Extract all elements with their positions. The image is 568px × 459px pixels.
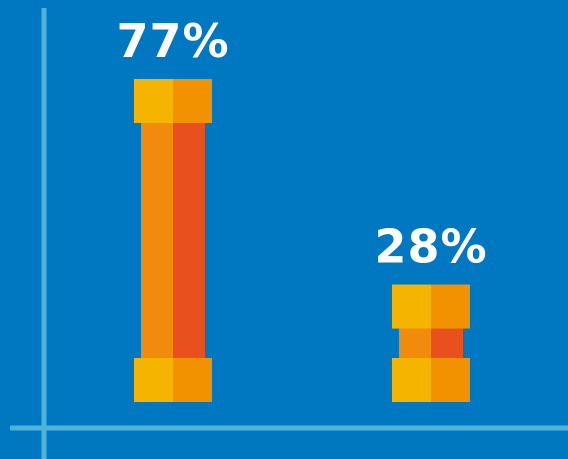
data-label: 28%	[374, 220, 487, 274]
bar-top-cap-left	[134, 79, 173, 123]
bar-bottom-cap-left	[392, 358, 431, 402]
bar-bottom-cap-right	[173, 358, 212, 402]
bar-top-cap-left	[392, 284, 431, 329]
bar	[134, 79, 212, 402]
data-labels: 77% 28%	[116, 14, 487, 274]
bar	[392, 284, 470, 402]
bars	[134, 79, 470, 402]
bar-bottom-cap-right	[431, 358, 470, 402]
bar-body-left	[141, 101, 173, 380]
bar-top-cap-right	[431, 284, 470, 329]
bar-bottom-cap-left	[134, 358, 173, 402]
bar-body-right	[173, 101, 205, 380]
bar-top-cap-right	[173, 79, 212, 123]
data-label: 77%	[116, 14, 229, 68]
axes	[10, 8, 568, 459]
